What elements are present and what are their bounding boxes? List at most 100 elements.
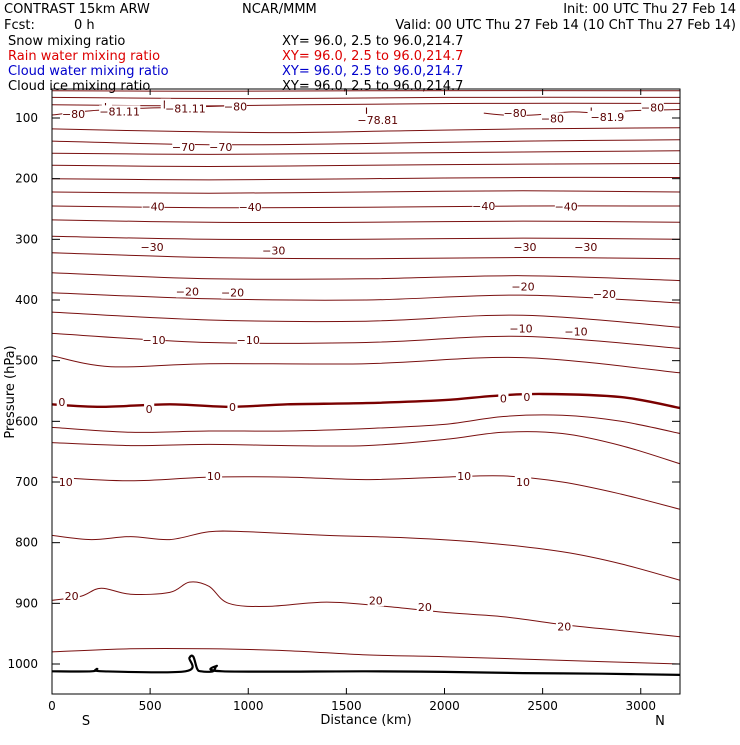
x-end-label-left: S <box>82 714 90 729</box>
contour-label: 0 <box>146 403 153 416</box>
contour-label-bg <box>56 395 67 408</box>
x-end-label-right: N <box>655 714 665 729</box>
plot-area: LLLL−80−81.11−81.11−80−78.81−80−80−81.9−… <box>52 90 680 676</box>
isotherm-contour <box>52 139 680 146</box>
y-tick-label: 100 <box>15 111 38 125</box>
contour-label-bg <box>99 105 141 118</box>
contour-label-bg <box>574 241 598 254</box>
contour-label: −30 <box>262 244 285 257</box>
contour-label-bg <box>472 199 496 212</box>
contour-label: −40 <box>141 201 164 214</box>
field-name: Cloud water mixing ratio <box>8 64 169 79</box>
isotherm-contour <box>52 190 680 194</box>
contour-label: −81.11 <box>165 102 206 115</box>
contour-label: −78.81 <box>357 114 398 127</box>
contour-label: L <box>365 105 372 118</box>
contour-label-bg <box>554 200 578 213</box>
contour-label: −10 <box>564 326 587 339</box>
field-name: Rain water mixing ratio <box>8 49 160 64</box>
contour-label: −20 <box>176 286 199 299</box>
header-title-center: NCAR/MMM <box>242 2 317 17</box>
x-axis: 0 500 1000 1500 2000 2500 3000 <box>48 89 656 713</box>
y-tick-label: 700 <box>15 475 38 489</box>
contour-label-bg <box>521 391 533 404</box>
contour-label-bg <box>416 600 434 613</box>
x-tick-label: 1500 <box>331 699 362 713</box>
isotherm-contour <box>52 355 680 374</box>
contour-label: 10 <box>207 470 221 483</box>
isotherm-contour <box>52 219 680 224</box>
contour-label: −80 <box>504 107 527 120</box>
contour-label: −70 <box>172 141 195 154</box>
contour-label: 0 <box>523 391 530 404</box>
isotherm-contour <box>52 176 680 181</box>
isotherm-contour <box>52 96 680 100</box>
header: CONTRAST 15km ARW NCAR/MMM Init: 00 UTC … <box>4 2 736 94</box>
contour-label-bg <box>362 105 374 118</box>
contour-label-bg <box>172 141 195 154</box>
contour-label: 0 <box>500 392 507 405</box>
header-valid: Valid: 00 UTC Thu 27 Feb 14 (10 ChT Thu … <box>395 18 736 33</box>
contour-label: −10 <box>509 323 532 336</box>
contour-label-bg <box>209 141 233 154</box>
contour-label: 20 <box>557 620 571 633</box>
contour-label-bg <box>262 244 286 257</box>
contour-label: −40 <box>239 201 262 214</box>
isotherm-contour <box>52 102 680 107</box>
contour-label: −20 <box>511 281 534 294</box>
isotherm-contour <box>52 235 680 241</box>
x-tick-label: 500 <box>139 699 162 713</box>
contour-label: 20 <box>418 601 432 614</box>
field-xy: XY= 96.0, 2.5 to 96.0,214.7 <box>282 34 463 49</box>
contour-label: −30 <box>140 241 163 254</box>
contour-label-bg <box>238 201 262 214</box>
field-name: Cloud ice mixing ratio <box>8 79 150 94</box>
contour-label: 0 <box>58 396 65 409</box>
isotherm-contour <box>52 311 680 328</box>
isotherm-contour <box>52 581 680 638</box>
contour-label-bg <box>455 469 473 482</box>
x-tick-label: 0 <box>48 699 56 713</box>
isotherm-contour <box>52 127 680 134</box>
contour-label-bg <box>503 107 527 120</box>
contour-label: −20 <box>221 287 244 300</box>
contour-label-bg <box>589 110 625 123</box>
field-xy: XY= 96.0, 2.5 to 96.0,214.7 <box>282 64 463 79</box>
contour-label: −10 <box>237 334 260 347</box>
field-list: Snow mixing ratio XY= 96.0, 2.5 to 96.0,2… <box>8 34 463 94</box>
header-title-left: CONTRAST 15km ARW <box>4 2 150 17</box>
y-tick-label: 200 <box>15 172 38 186</box>
x-tick-label: 2000 <box>429 699 460 713</box>
contour-label-bg <box>236 334 260 347</box>
y-axis-label: Pressure (hPa) <box>3 345 18 438</box>
contour-label-bg <box>164 102 207 115</box>
contour-label: −80 <box>541 113 564 126</box>
isotherm-contour <box>52 150 680 155</box>
contour-label-bg <box>593 287 616 300</box>
contour-label-bg <box>357 113 399 126</box>
contour-label-bg <box>224 100 247 113</box>
y-tick-label: 600 <box>15 414 38 428</box>
contour-label-bg <box>62 107 85 120</box>
y-tick-label: 400 <box>15 293 38 307</box>
x-tick-label: 3000 <box>625 699 656 713</box>
contour-label-bg <box>57 476 74 488</box>
y-tick-label: 900 <box>15 596 38 610</box>
contour-label: −70 <box>209 141 232 154</box>
terrain-line <box>52 654 680 676</box>
contour-label: −80 <box>62 108 85 121</box>
header-init: Init: 00 UTC Thu 27 Feb 14 <box>563 2 736 17</box>
contour-label-bg <box>142 334 166 347</box>
contour-label-bg <box>140 241 164 254</box>
contour-label-bg <box>367 594 385 607</box>
x-axis-label: Distance (km) <box>320 713 411 728</box>
header-fcst-label: Fcst: <box>4 18 35 33</box>
field-xy: XY= 96.0, 2.5 to 96.0,214.7 <box>282 79 463 94</box>
contour-label-bg <box>509 322 533 335</box>
isotherm-contour <box>52 292 680 304</box>
x-tick-label: 1000 <box>233 699 264 713</box>
isotherm-contour <box>52 272 680 282</box>
contour-label: −81.9 <box>591 111 625 124</box>
